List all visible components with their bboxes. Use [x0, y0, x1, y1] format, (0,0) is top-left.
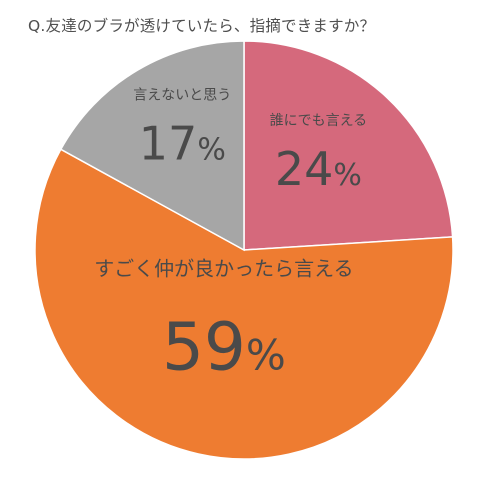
pie-slices — [34, 40, 454, 460]
slice-value-label: 59% — [162, 309, 286, 386]
slice-category-label: すごく仲が良かったら言える — [94, 257, 353, 281]
chart-title: Q.友達のブラが透けていたら、指摘できますか？ — [28, 17, 376, 35]
pie-labels: 誰にでも言える 24% すごく仲が良かったら言える 59% 言えないと思う 17% — [94, 88, 367, 386]
slice-value-label: 24% — [275, 142, 362, 196]
pie-slice-3 — [59, 40, 245, 252]
slice-category-label: 誰にでも言える — [270, 113, 368, 129]
pie-slice-1 — [243, 40, 454, 251]
pie-slice-2 — [34, 148, 454, 460]
slice-value-label: 17% — [139, 117, 226, 171]
slice-category-label: 言えないと思う — [133, 88, 231, 104]
